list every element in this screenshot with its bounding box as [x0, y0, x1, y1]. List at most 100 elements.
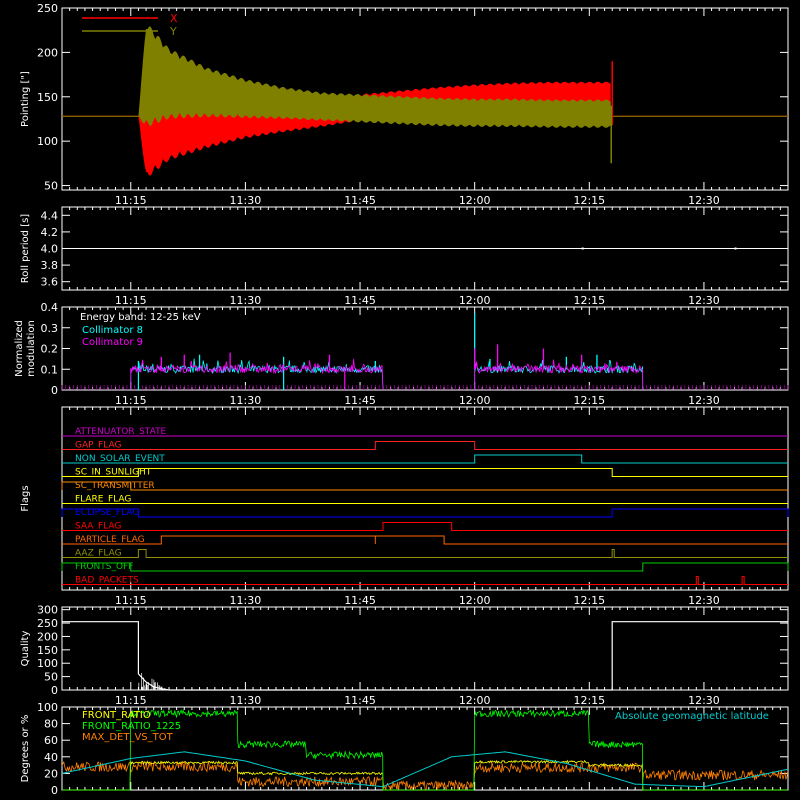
- modulation-xtick-label: 11:45: [344, 394, 376, 407]
- flag-label: ECLIPSE_FLAG: [75, 508, 139, 518]
- flag-label: FRONTS_OFF: [75, 562, 133, 572]
- geomag-series-latitude: [61, 751, 789, 788]
- modulation-ytick-label: 0: [51, 384, 58, 397]
- flag-label: PARTICLE_FLAG: [75, 535, 145, 545]
- modulation-ylabel: Normalized: [14, 320, 25, 377]
- modulation-series-2-trace: [130, 358, 384, 391]
- modulation-series-2-trace: [474, 359, 644, 391]
- pointing-ytick-label: 150: [37, 91, 58, 104]
- pointing-xtick-label: 11:30: [230, 194, 262, 207]
- geomag-legend-label: FRONT_RATIO_1225: [82, 721, 181, 732]
- quality-frame: [61, 606, 789, 691]
- flags-xtick-label: 11:45: [344, 594, 376, 607]
- modulation-annotation: Energy band: 12-25 keV: [80, 312, 201, 323]
- geomag-series-max_det_vs_tot: [61, 760, 789, 791]
- pointing-xtick-label: 12:30: [688, 194, 720, 207]
- pointing-ylabel: Pointing ["]: [20, 71, 31, 127]
- flag-line: [62, 441, 788, 450]
- geomag-ytick-label: 40: [44, 751, 58, 764]
- pointing-xtick-label: 12:15: [573, 194, 605, 207]
- flag-label: ATTENUATOR_STATE: [75, 427, 167, 437]
- modulation-xtick-label: 11:15: [115, 394, 147, 407]
- quality-xtick-label: 11:30: [230, 694, 262, 707]
- roll-xtick-label: 11:30: [230, 294, 262, 307]
- geomag-ytick-label: 100: [37, 701, 58, 714]
- quality-xtick-label: 12:00: [459, 694, 491, 707]
- flags-xtick-label: 12:00: [459, 594, 491, 607]
- modulation-series-1-trace: [130, 358, 384, 391]
- geomag-ytick-label: 80: [44, 718, 58, 731]
- flag-line: [62, 549, 788, 558]
- flag-line: [62, 522, 788, 531]
- modulation-legend-label: Collimator 8: [82, 325, 143, 336]
- roll-period-blip: [581, 247, 584, 250]
- pointing-ytick-label: 200: [37, 46, 58, 59]
- pointing-xtick-label: 11:45: [344, 194, 376, 207]
- pointing-ytick-label: 250: [37, 2, 58, 15]
- modulation-ytick-label: 0.2: [41, 343, 59, 356]
- quality-line: [62, 621, 788, 691]
- pointing-frame: [61, 7, 789, 191]
- modulation-xtick-label: 11:30: [230, 394, 262, 407]
- geomag-series-front_ratio_1225: [62, 709, 788, 791]
- geomag-ytick-label: 0: [51, 784, 58, 797]
- geomag-legend-label: MAX_DET_VS_TOT: [82, 732, 174, 743]
- modulation-xtick-label: 12:00: [459, 394, 491, 407]
- roll-period-blip: [734, 247, 737, 250]
- quality-ytick-label: 100: [37, 657, 58, 670]
- flag-line: [61, 562, 789, 572]
- pointing-legend-label: Y: [169, 25, 177, 38]
- flag-label: SAA_FLAG: [75, 522, 121, 532]
- pointing-ytick-label: 50: [44, 180, 58, 193]
- roll-ytick-label: 4.0: [41, 243, 59, 256]
- flag-label: NON_SOLAR_EVENT: [75, 454, 165, 464]
- modulation-ylabel: modulation: [26, 320, 37, 377]
- roll-ytick-label: 3.6: [41, 276, 59, 289]
- axes-layer: [61, 7, 789, 791]
- flag-label: BAD_PACKETS: [75, 576, 139, 586]
- geomag-ytick-label: 20: [44, 767, 58, 780]
- flags-frame: [61, 406, 789, 591]
- modulation-legend-label: Collimator 9: [82, 337, 143, 348]
- pointing-series-y-band: [138, 26, 611, 128]
- roll-xtick-label: 12:30: [688, 294, 720, 307]
- roll-xtick-label: 12:15: [573, 294, 605, 307]
- quality-xtick-label: 11:15: [115, 694, 147, 707]
- flag-line: [61, 481, 788, 491]
- flags-xtick-label: 12:15: [573, 594, 605, 607]
- flag-line: [62, 576, 788, 585]
- quality-ytick-label: 250: [37, 617, 58, 630]
- flag-line: [62, 468, 788, 477]
- flag-line: [62, 454, 788, 464]
- pointing-xtick-label: 11:15: [115, 194, 147, 207]
- modulation-ytick-label: 0.3: [41, 322, 59, 335]
- geomag-ylabel: Degrees or %: [20, 715, 31, 783]
- quality-ytick-label: 200: [37, 630, 58, 643]
- flag-label: SC_TRANSMITTER: [75, 481, 155, 491]
- quality-xtick-label: 11:45: [344, 694, 376, 707]
- pointing-xtick-label: 12:00: [459, 194, 491, 207]
- flag-label: SC_IN_SUNLIGHT: [75, 468, 152, 478]
- quality-ytick-label: 50: [44, 671, 58, 684]
- flags-ylabel: Flags: [20, 485, 31, 511]
- flag-line: [61, 508, 789, 518]
- roll-xtick-label: 12:00: [459, 294, 491, 307]
- flag-label: AAZ_FLAG: [75, 549, 122, 559]
- quality-ytick-label: 300: [37, 604, 58, 617]
- modulation-xtick-label: 12:30: [688, 394, 720, 407]
- flag-line: [62, 535, 788, 545]
- flag-label: GAP_FLAG: [75, 441, 121, 451]
- flags-xtick-label: 12:30: [688, 594, 720, 607]
- roll-xtick-label: 11:15: [115, 294, 147, 307]
- flags-xtick-label: 11:15: [115, 594, 147, 607]
- data-layer: [61, 17, 789, 791]
- roll-ytick-label: 4.2: [41, 226, 59, 239]
- quality-ytick-label: 150: [37, 644, 58, 657]
- modulation-ytick-label: 0.4: [41, 301, 59, 314]
- geomag-ytick-label: 60: [44, 734, 58, 747]
- quality-ylabel: Quality: [20, 631, 31, 667]
- roll-xtick-label: 11:45: [344, 294, 376, 307]
- quality-ytick-label: 0: [51, 684, 58, 697]
- quality-xtick-label: 12:30: [688, 694, 720, 707]
